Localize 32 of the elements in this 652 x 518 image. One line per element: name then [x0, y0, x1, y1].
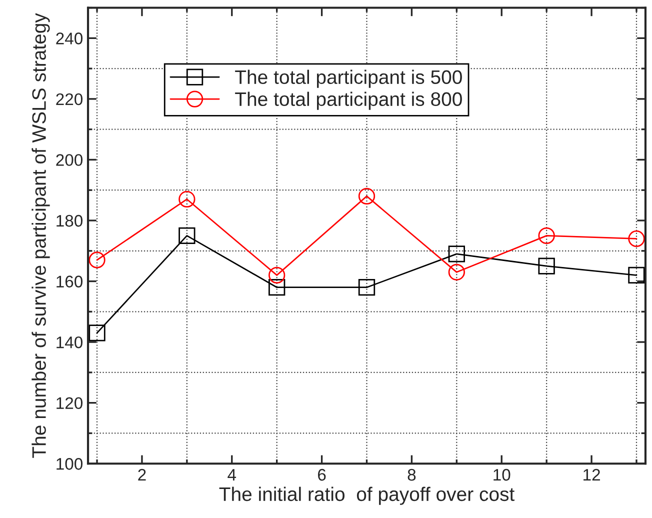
point	[268, 279, 286, 296]
point	[628, 230, 645, 248]
point	[538, 227, 555, 244]
y-tick-label: 220	[56, 93, 83, 106]
x-tick-label: 6	[318, 468, 326, 481]
point	[358, 279, 376, 296]
point	[88, 324, 106, 342]
y-tick-label: 140	[56, 336, 83, 348]
x-tick-label: 8	[408, 468, 416, 481]
legend-label: The total participant is 800	[235, 92, 462, 110]
point	[448, 246, 465, 262]
point	[88, 252, 106, 268]
y-tick-label: 200	[56, 154, 83, 166]
point	[178, 227, 196, 244]
y-tick-label: 100	[56, 458, 83, 470]
x-tick-label: 12	[584, 468, 600, 481]
y-axis-title: The number of survive participant of WSLS strategy	[32, 13, 50, 458]
y-tick-label: 120	[56, 397, 83, 410]
legend-label: The total participant is 500	[235, 70, 462, 88]
point	[178, 190, 196, 208]
point	[358, 188, 376, 205]
x-axis-title: The initial ratio of payoff over cost	[219, 486, 515, 505]
x-tick-label: 4	[228, 469, 236, 481]
y-tick-label: 240	[56, 32, 83, 44]
y-tick-label: 160	[56, 276, 83, 288]
point	[538, 258, 555, 274]
x-tick-label: 2	[138, 468, 146, 481]
y-tick-label: 180	[56, 214, 83, 227]
point	[628, 266, 645, 284]
point	[268, 266, 286, 284]
point	[448, 264, 465, 280]
x-tick-label: 10	[494, 468, 510, 481]
